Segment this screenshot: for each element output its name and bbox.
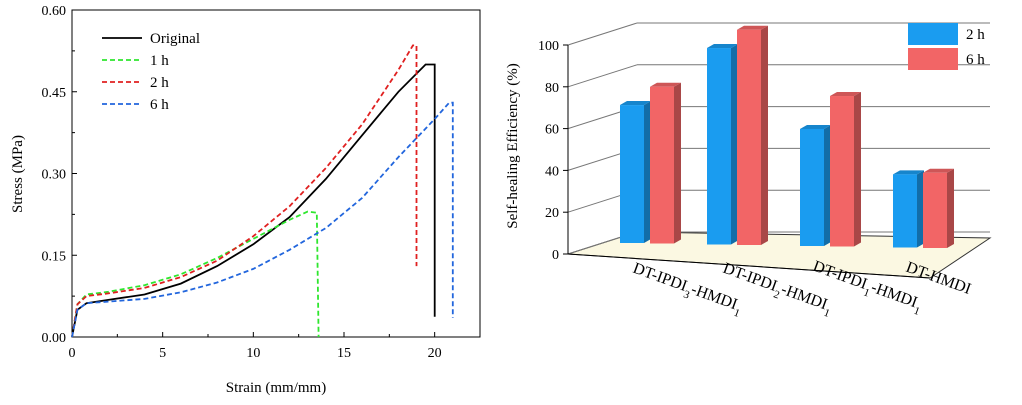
left-x-axis-title: Strain (mm/mm) [226, 380, 326, 396]
left-y-tick-label: 0.45 [42, 86, 67, 101]
bar-6-h-side [947, 168, 954, 248]
bar-2-h-2 [800, 128, 824, 246]
right-legend: 2 h 6 h [908, 23, 985, 70]
legend-label: 6 h [150, 97, 169, 113]
bar-6-h-3 [923, 172, 947, 248]
bar-2-h-side [731, 44, 738, 245]
left-x-tick-label: 20 [428, 346, 442, 361]
bar-6-h-top [830, 92, 861, 97]
left-y-tick-label: 0.00 [42, 331, 67, 346]
series-line-original [71, 63, 436, 338]
category-label-sub2: 1 [732, 307, 741, 320]
left-x-tick-label: 0 [69, 346, 76, 361]
category-label-sub2: 1 [822, 307, 831, 320]
left-y-tick-label: 0.60 [42, 4, 67, 19]
legend-label: 2 h [150, 75, 169, 91]
bar-2-h-side [644, 101, 651, 243]
legend-label: 1 h [150, 53, 169, 69]
bar-6-h-side [854, 92, 861, 247]
series-line-1-h [71, 210, 320, 338]
legend-swatch-2-h [908, 23, 958, 45]
left-y-tick-label: 0.30 [42, 168, 67, 183]
bar-6-h-side [761, 25, 768, 246]
left-x-tick-label: 15 [337, 346, 351, 361]
category-label-mid: -HMDI [869, 279, 920, 311]
left-y-axis-title: Stress (MPa) [10, 135, 26, 213]
bar-grid-side [567, 22, 638, 46]
legend-label: 6 h [966, 52, 985, 68]
legend-swatch-6-h [908, 48, 958, 70]
bar-y-tick-label: 60 [545, 123, 559, 138]
category-label-sub1: 2 [772, 288, 781, 301]
bar-6-h-1 [737, 29, 761, 246]
left-legend: Original 1 h 2 h 6 h [102, 31, 200, 113]
left-x-tick-label: 5 [159, 346, 166, 361]
bar-6-h-top [737, 25, 768, 30]
category-label-mid: -HMDI [779, 281, 830, 313]
legend-label: Original [150, 31, 200, 47]
bar-6-h-2 [830, 96, 854, 247]
left-y-tick-label: 0.15 [42, 249, 67, 264]
bar-2-h-side [917, 170, 924, 248]
self-healing-bar-chart: 0 20 40 60 80 100 Self-healing Efficiency (%)… [505, 22, 992, 320]
bar-2-h-top [800, 124, 831, 129]
bar-6-h-top [923, 168, 954, 173]
bar-grid-side [567, 64, 638, 88]
category-label-sub1: 1 [862, 286, 871, 299]
category-label-mid: -HMDI [689, 281, 740, 313]
bar-2-h-top [707, 44, 738, 49]
right-y-axis-title: Self-healing Efficiency (%) [505, 63, 521, 228]
bar-2-h-0 [620, 105, 644, 243]
bar-6-h-side [674, 82, 681, 244]
category-label-base: DT-IPDI [631, 260, 690, 295]
category-label-sub1: 3 [682, 288, 692, 301]
bar-6-h-top [650, 82, 681, 87]
series-line-6-h [71, 101, 454, 338]
bar-6-h-0 [650, 86, 674, 244]
bar-2-h-3 [893, 174, 917, 248]
bar-2-h-1 [707, 48, 731, 245]
bar-2-h-side [824, 124, 831, 246]
series-line-2-h [71, 44, 418, 338]
category-label-sub2: 1 [912, 305, 921, 318]
bar-y-tick-label: 40 [545, 164, 559, 179]
left-plot-frame [71, 9, 481, 338]
bar-x-axis-line [567, 253, 931, 279]
bar-y-tick-label: 80 [545, 81, 559, 96]
stress-strain-chart: 0 5 10 15 20 0.00 0.15 0.30 0.45 0.60 Strain (mm/… [10, 4, 481, 396]
bar-2-h-top [893, 170, 924, 175]
bar-y-tick-label: 100 [538, 39, 559, 54]
bar-y-tick-label: 20 [545, 206, 559, 221]
bar-y-tick-label: 0 [552, 248, 559, 263]
legend-label: 2 h [966, 27, 985, 43]
bar-2-h-top [620, 101, 651, 106]
left-x-tick-label: 10 [246, 346, 260, 361]
